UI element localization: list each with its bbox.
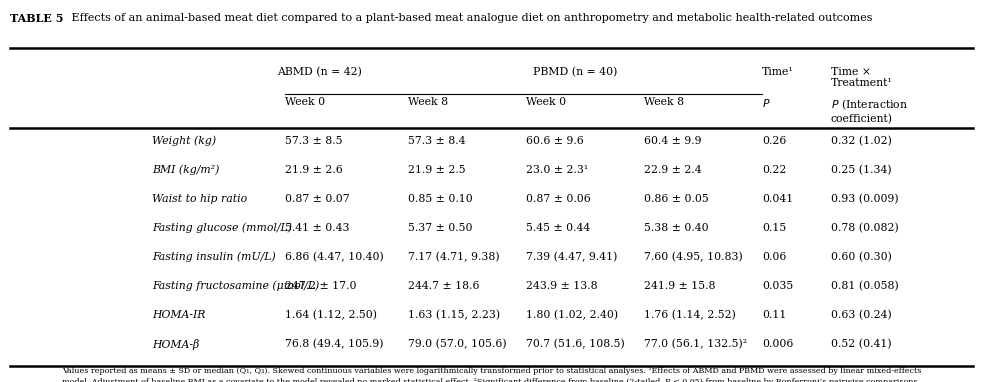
Text: 0.041: 0.041	[762, 194, 793, 204]
Text: 1.64 (1.12, 2.50): 1.64 (1.12, 2.50)	[285, 310, 377, 320]
Text: 77.0 (56.1, 132.5)²: 77.0 (56.1, 132.5)²	[644, 339, 747, 349]
Text: 0.78 (0.082): 0.78 (0.082)	[831, 223, 898, 233]
Text: 0.035: 0.035	[762, 281, 793, 291]
Text: Week 8: Week 8	[644, 97, 684, 107]
Text: 22.9 ± 2.4: 22.9 ± 2.4	[644, 165, 702, 175]
Text: 0.60 (0.30): 0.60 (0.30)	[831, 252, 892, 262]
Text: 57.3 ± 8.5: 57.3 ± 8.5	[285, 136, 342, 146]
Text: 0.11: 0.11	[762, 310, 786, 320]
Text: Values reported as means ± SD or median (Q₁, Q₃). Skewed continuous variables we: Values reported as means ± SD or median …	[62, 367, 921, 382]
Text: 60.6 ± 9.6: 60.6 ± 9.6	[526, 136, 584, 146]
Text: 5.37 ± 0.50: 5.37 ± 0.50	[408, 223, 473, 233]
Text: $P$ (Interaction
coefficient): $P$ (Interaction coefficient)	[831, 97, 908, 125]
Text: 244.7 ± 18.6: 244.7 ± 18.6	[408, 281, 480, 291]
Text: 1.76 (1.14, 2.52): 1.76 (1.14, 2.52)	[644, 310, 735, 320]
Text: 57.3 ± 8.4: 57.3 ± 8.4	[408, 136, 465, 146]
Text: ABMD (n = 42): ABMD (n = 42)	[277, 67, 362, 77]
Text: 5.38 ± 0.40: 5.38 ± 0.40	[644, 223, 709, 233]
Text: 0.26: 0.26	[762, 136, 786, 146]
Text: 23.0 ± 2.3¹: 23.0 ± 2.3¹	[526, 165, 588, 175]
Text: 5.41 ± 0.43: 5.41 ± 0.43	[285, 223, 350, 233]
Text: 0.85 ± 0.10: 0.85 ± 0.10	[408, 194, 473, 204]
Text: Fasting insulin (mU/L): Fasting insulin (mU/L)	[152, 252, 276, 262]
Text: Time¹: Time¹	[762, 67, 793, 77]
Text: Week 8: Week 8	[408, 97, 448, 107]
Text: PBMD (n = 40): PBMD (n = 40)	[533, 67, 617, 77]
Text: 60.4 ± 9.9: 60.4 ± 9.9	[644, 136, 701, 146]
Text: 79.0 (57.0, 105.6): 79.0 (57.0, 105.6)	[408, 339, 506, 349]
Text: 0.87 ± 0.07: 0.87 ± 0.07	[285, 194, 350, 204]
Text: HOMA-IR: HOMA-IR	[152, 310, 205, 320]
Text: 0.81 (0.058): 0.81 (0.058)	[831, 281, 898, 291]
Text: 0.86 ± 0.05: 0.86 ± 0.05	[644, 194, 709, 204]
Text: 7.17 (4.71, 9.38): 7.17 (4.71, 9.38)	[408, 252, 499, 262]
Text: 7.39 (4.47, 9.41): 7.39 (4.47, 9.41)	[526, 252, 617, 262]
Text: 0.52 (0.41): 0.52 (0.41)	[831, 339, 892, 349]
Text: 21.9 ± 2.5: 21.9 ± 2.5	[408, 165, 466, 175]
Text: 1.80 (1.02, 2.40): 1.80 (1.02, 2.40)	[526, 310, 618, 320]
Text: 243.9 ± 13.8: 243.9 ± 13.8	[526, 281, 598, 291]
Text: 0.06: 0.06	[762, 252, 786, 262]
Text: 6.86 (4.47, 10.40): 6.86 (4.47, 10.40)	[285, 252, 383, 262]
Text: HOMA-β: HOMA-β	[152, 339, 200, 350]
Text: 0.22: 0.22	[762, 165, 786, 175]
Text: 21.9 ± 2.6: 21.9 ± 2.6	[285, 165, 343, 175]
Text: 0.006: 0.006	[762, 339, 793, 349]
Text: TABLE 5: TABLE 5	[10, 13, 63, 24]
Text: 7.60 (4.95, 10.83): 7.60 (4.95, 10.83)	[644, 252, 742, 262]
Text: Time ×
Treatment¹: Time × Treatment¹	[831, 67, 893, 89]
Text: 241.9 ± 15.8: 241.9 ± 15.8	[644, 281, 716, 291]
Text: BMI (kg/m²): BMI (kg/m²)	[152, 165, 220, 175]
Text: Waist to hip ratio: Waist to hip ratio	[152, 194, 248, 204]
Text: 76.8 (49.4, 105.9): 76.8 (49.4, 105.9)	[285, 339, 383, 349]
Text: 0.15: 0.15	[762, 223, 786, 233]
Text: 0.25 (1.34): 0.25 (1.34)	[831, 165, 892, 175]
Text: Weight (kg): Weight (kg)	[152, 136, 216, 146]
Text: 1.63 (1.15, 2.23): 1.63 (1.15, 2.23)	[408, 310, 500, 320]
Text: Fasting glucose (mmol/L): Fasting glucose (mmol/L)	[152, 223, 292, 233]
Text: Week 0: Week 0	[526, 97, 566, 107]
Text: Week 0: Week 0	[285, 97, 325, 107]
Text: 5.45 ± 0.44: 5.45 ± 0.44	[526, 223, 590, 233]
Text: 0.32 (1.02): 0.32 (1.02)	[831, 136, 892, 146]
Text: 247.2 ± 17.0: 247.2 ± 17.0	[285, 281, 357, 291]
Text: 0.93 (0.009): 0.93 (0.009)	[831, 194, 898, 204]
Text: $P$: $P$	[762, 97, 771, 109]
Text: 70.7 (51.6, 108.5): 70.7 (51.6, 108.5)	[526, 339, 624, 349]
Text: Effects of an animal-based meat diet compared to a plant-based meat analogue die: Effects of an animal-based meat diet com…	[68, 13, 872, 23]
Text: Fasting fructosamine (μmol/L): Fasting fructosamine (μmol/L)	[152, 281, 319, 291]
Text: 0.87 ± 0.06: 0.87 ± 0.06	[526, 194, 591, 204]
Text: 0.63 (0.24): 0.63 (0.24)	[831, 310, 892, 320]
